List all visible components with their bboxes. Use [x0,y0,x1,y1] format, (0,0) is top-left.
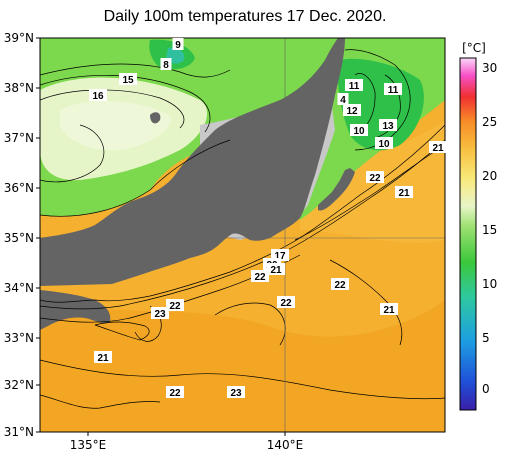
contour-label: 17 [274,251,286,262]
colorbar-tick: 10 [482,277,497,291]
contour-label-bg [94,351,112,363]
lat-label: 37°N [4,131,34,145]
land-west [40,244,62,276]
contour-label: 23 [154,309,166,320]
contour-label-bg [379,119,397,131]
contour-label: 22 [280,298,292,309]
contour-label-bg [345,79,363,91]
colorbar-tick: 5 [482,331,490,345]
colorbar-unit: [°C] [462,41,486,55]
contour-label: 22 [254,272,266,283]
contour-label-bg [375,137,393,149]
contour-label: 15 [122,75,134,86]
contour-label: 10 [353,126,365,137]
lat-label: 35°N [4,231,34,245]
contour-label-bg [331,278,349,290]
contour-label-bg [380,303,398,315]
contour-label-bg [384,83,402,95]
contour-label-bg [227,386,245,398]
colorbar-scale [459,57,477,411]
contour-label: 11 [349,81,360,92]
contour-label-bg [277,296,295,308]
contour-label: 23 [230,388,242,399]
contour-label: 21 [270,265,282,276]
colorbar-tick: 25 [482,115,497,129]
land-sado [150,112,161,124]
contour-label-bg [429,141,447,153]
colorbar-tick: 20 [482,169,497,183]
lat-label: 31°N [4,425,34,439]
contour-label-bg [166,299,184,311]
contour-label: 22 [369,173,381,184]
map-frame [39,37,446,433]
map-title: Daily 100m temperatures 17 Dec. 2020. [103,8,387,25]
lon-label: 135°E [70,438,107,452]
lat-label: 32°N [4,378,34,392]
contour-label: 22 [169,301,181,312]
graticule [40,38,445,432]
land-honshu [40,38,345,286]
contour-label: 10 [378,139,390,150]
contour-label: 11 [388,85,399,96]
contour-label: 13 [382,121,394,132]
contour-label-bg [119,73,137,85]
contour-label-bg [89,89,107,101]
contour-label-bg [160,58,172,70]
contour-label: 21 [432,143,444,154]
contour-label: 4 [340,95,346,106]
contour-label-bg [395,186,413,198]
contour-label-bg [337,93,349,105]
contour-label-bg [251,270,269,282]
contour-label: 9 [175,40,181,51]
contour-label-bg [350,124,368,136]
colorbar-tick: 30 [482,61,497,75]
lon-label: 140°E [267,438,304,452]
contour-label-bg [151,307,169,319]
contour-label: 22 [169,388,181,399]
lat-label: 34°N [4,281,34,295]
contour-label-bg [267,263,285,275]
lon-axis: 135°E 140°E [70,432,304,452]
warm-patch [40,300,445,432]
colorbar: [°C] 30 25 20 15 10 5 0 [459,41,497,411]
contour-label-bg [343,104,361,116]
contour-label: 12 [346,106,358,117]
contour-label: 16 [92,91,104,102]
lat-label: 38°N [4,81,34,95]
contour-label: 21 [383,305,395,316]
contour-label: 8 [163,60,169,71]
contour-label-bg [166,386,184,398]
pale-sea [60,100,171,151]
colorbar-tick: 0 [482,382,490,396]
contour-label-bg [172,38,184,50]
lat-label: 39°N [4,31,34,45]
contour-label: 21 [398,188,410,199]
contour-labels: 9815161141211101310212221172022212221222… [89,38,447,399]
lat-label: 36°N [4,181,34,195]
contour-label: 22 [334,280,346,291]
lat-axis: 39°N 38°N 37°N 36°N 35°N 34°N 33°N 32°N … [4,31,40,439]
colorbar-tick: 15 [482,223,497,237]
land-boso [318,168,355,211]
contour-label: 21 [97,353,109,364]
lat-label: 33°N [4,331,34,345]
contour-label-bg [366,171,384,183]
